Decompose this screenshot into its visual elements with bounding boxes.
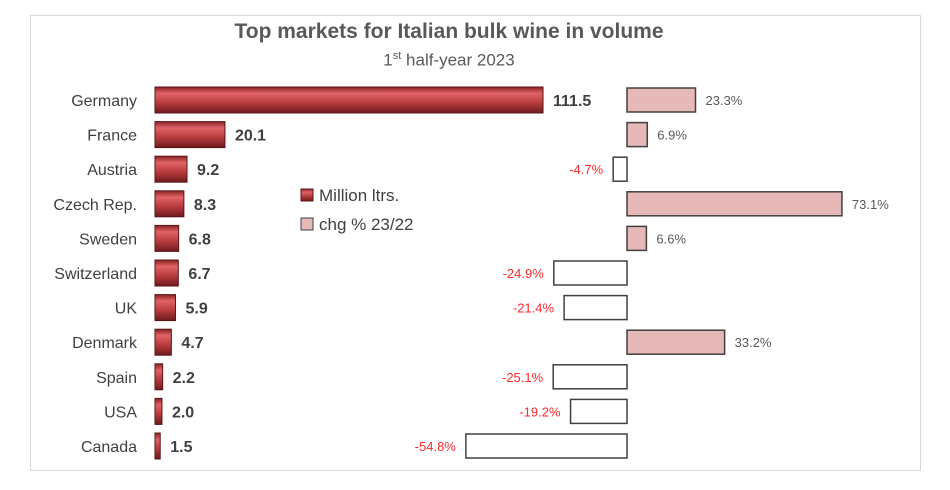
volume-bar	[154, 432, 161, 460]
volume-label: 6.7	[188, 266, 210, 283]
volume-bar	[154, 259, 179, 287]
volume-label: 5.9	[186, 301, 208, 318]
legend-label-volume: Million ltrs.	[319, 186, 399, 205]
volume-label: 6.8	[189, 231, 211, 248]
category-label: Canada	[81, 439, 137, 456]
change-label: 6.9%	[657, 128, 687, 143]
volume-label: 4.7	[181, 335, 203, 352]
volume-label: 20.1	[235, 128, 266, 145]
change-bar	[626, 329, 726, 355]
volume-label: 2.0	[172, 404, 194, 421]
change-label: -24.9%	[503, 266, 545, 281]
category-label: Switzerland	[54, 266, 137, 283]
category-label: USA	[104, 404, 137, 421]
change-label: -25.1%	[502, 370, 544, 385]
change-label: 33.2%	[735, 335, 772, 350]
change-bar	[626, 191, 843, 217]
volume-label: 1.5	[170, 439, 192, 456]
change-bar	[569, 398, 628, 425]
change-bar	[612, 156, 628, 182]
legend-label-change: chg % 23/22	[319, 215, 414, 234]
volume-bar	[154, 224, 180, 252]
category-label: Czech Rep.	[53, 197, 137, 214]
change-label: -54.8%	[415, 439, 457, 454]
legend-swatch-change	[300, 217, 314, 231]
category-label: Germany	[71, 93, 137, 110]
change-label: -21.4%	[513, 301, 555, 316]
change-label: -19.2%	[519, 404, 561, 419]
category-label: Austria	[87, 162, 137, 179]
category-label: Denmark	[72, 335, 138, 352]
volume-bar	[154, 121, 226, 149]
change-bar	[626, 225, 648, 252]
change-bar	[626, 87, 697, 113]
volume-bar	[154, 397, 163, 425]
volume-bar	[154, 294, 177, 322]
change-bar	[465, 433, 628, 459]
change-label: -4.7%	[569, 162, 603, 177]
change-bar	[626, 121, 649, 148]
chart-title: Top markets for Italian bulk wine in vol…	[234, 20, 664, 43]
volume-bar	[154, 363, 164, 391]
category-label: Sweden	[79, 231, 137, 248]
volume-bar	[154, 86, 544, 114]
change-bar	[553, 260, 628, 286]
category-label: Spain	[96, 370, 137, 387]
volume-bar	[154, 328, 172, 356]
volume-label: 8.3	[194, 197, 216, 214]
change-label: 23.3%	[706, 93, 743, 108]
volume-bar	[154, 155, 188, 183]
change-label: 6.6%	[656, 231, 686, 246]
volume-label: 9.2	[197, 162, 219, 179]
volume-bar	[154, 190, 185, 218]
chart-subtitle: 1st half-year 2023	[383, 50, 515, 70]
change-label: 73.1%	[852, 197, 889, 212]
change-bar	[552, 364, 628, 390]
volume-label: 111.5	[553, 93, 591, 110]
chart-frame	[30, 15, 921, 471]
category-label: UK	[115, 301, 138, 318]
legend-swatch-volume	[300, 188, 314, 202]
category-label: France	[87, 128, 137, 145]
change-bar	[563, 294, 628, 321]
volume-label: 2.2	[173, 370, 195, 387]
